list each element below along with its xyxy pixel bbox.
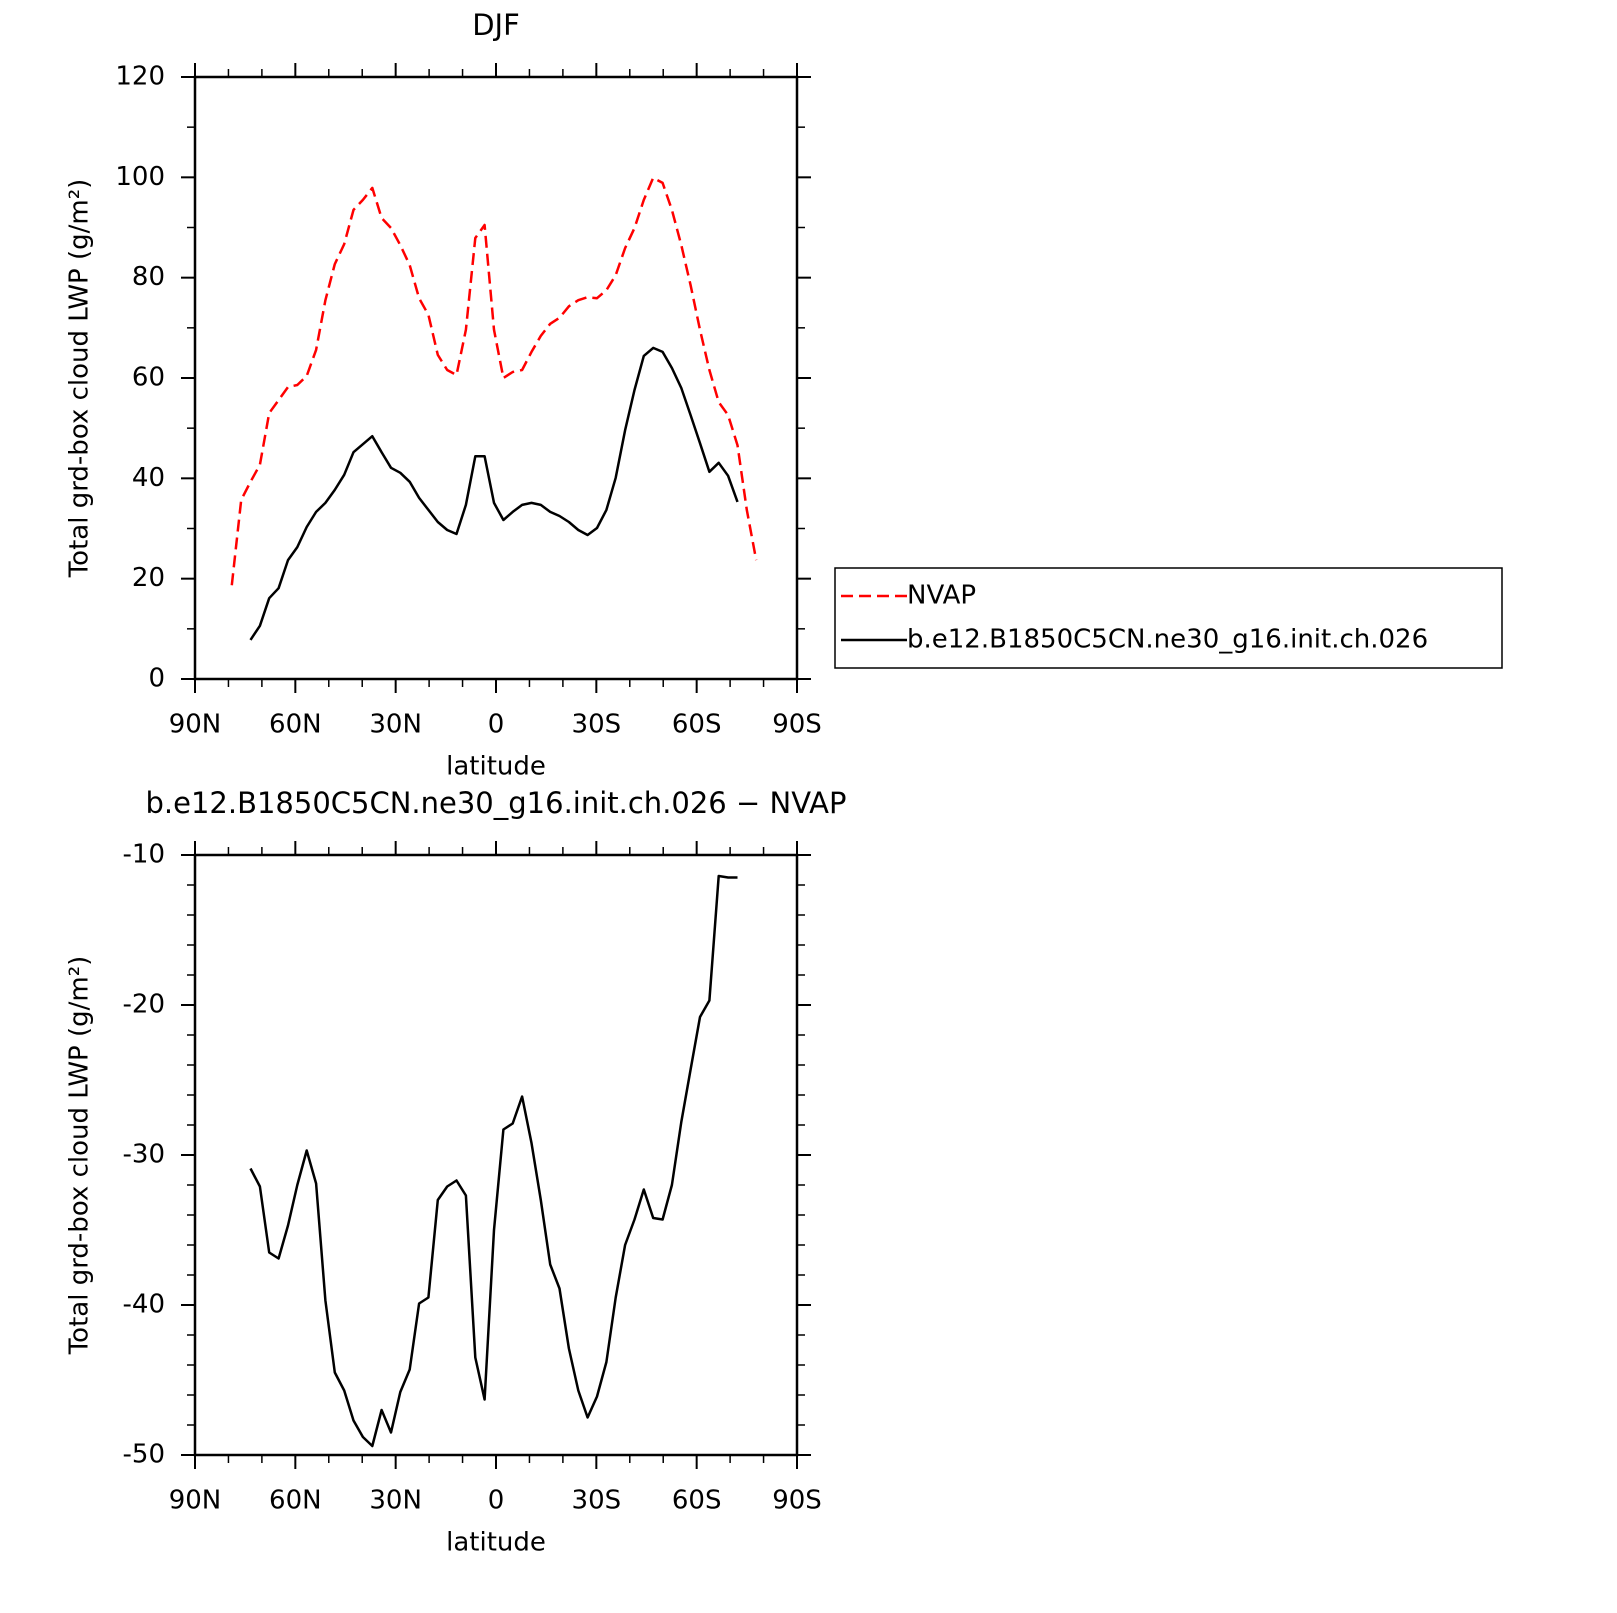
y-tick-label: -20 xyxy=(123,990,165,1020)
y-tick-label: -50 xyxy=(123,1440,165,1470)
legend-box xyxy=(834,567,1503,669)
chart-title: DJF xyxy=(472,8,520,42)
y-tick-label: 100 xyxy=(115,162,165,192)
legend-label: b.e12.B1850C5CN.ne30_g16.init.ch.026 xyxy=(907,625,1428,655)
x-tick-label: 90S xyxy=(772,1486,822,1516)
x-tick-label: 30N xyxy=(369,710,422,740)
y-tick-label: 40 xyxy=(132,463,165,493)
y-tick-label: 0 xyxy=(148,664,165,694)
x-tick-label: 30N xyxy=(369,1486,422,1516)
plot-frame xyxy=(193,853,799,1457)
x-tick-label: 0 xyxy=(488,1486,505,1516)
y-tick-label: -10 xyxy=(123,840,165,870)
y-tick-label: -30 xyxy=(123,1140,165,1170)
data-line xyxy=(249,346,739,641)
y-tick-label: -40 xyxy=(123,1290,165,1320)
x-tick-label: 60N xyxy=(269,710,322,740)
y-tick-label: 20 xyxy=(132,563,165,593)
x-tick-label: 0 xyxy=(488,710,505,740)
plot-frame xyxy=(193,75,799,681)
chart-title: b.e12.B1850C5CN.ne30_g16.init.ch.026 − N… xyxy=(145,786,846,820)
y-tick-label: 120 xyxy=(115,62,165,92)
data-line xyxy=(249,874,738,1448)
x-tick-label: 30S xyxy=(572,710,622,740)
x-tick-label: 90S xyxy=(772,710,822,740)
data-line xyxy=(230,176,758,586)
x-tick-label: 90N xyxy=(169,710,222,740)
x-tick-label: 30S xyxy=(572,1486,622,1516)
x-tick-label: 60S xyxy=(672,1486,722,1516)
y-axis-label: Total grd-box cloud LWP (g/m²) xyxy=(65,179,95,579)
x-axis-label: latitude xyxy=(446,752,546,782)
x-tick-label: 60N xyxy=(269,1486,322,1516)
y-tick-label: 60 xyxy=(132,363,165,393)
y-tick-label: 80 xyxy=(132,262,165,292)
x-tick-label: 90N xyxy=(169,1486,222,1516)
x-tick-label: 60S xyxy=(672,710,722,740)
legend-label: NVAP xyxy=(907,581,976,611)
legend: NVAP b.e12.B1850C5CN.ne30_g16.init.ch.026 xyxy=(834,567,1503,669)
x-axis-label: latitude xyxy=(446,1528,546,1558)
y-axis-label: Total grd-box cloud LWP (g/m²) xyxy=(65,956,95,1356)
